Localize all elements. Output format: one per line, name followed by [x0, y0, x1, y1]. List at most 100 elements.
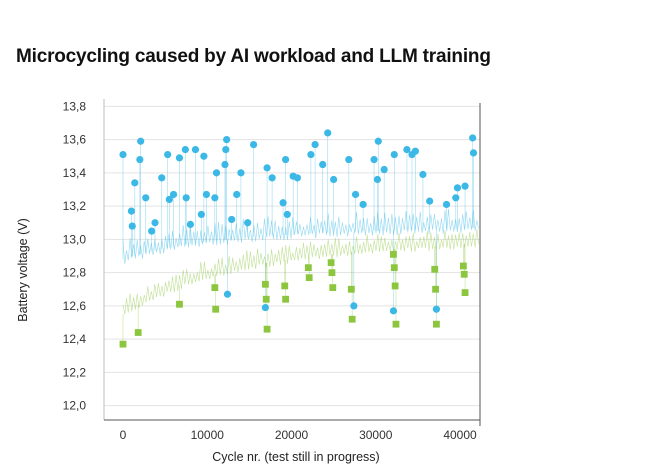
- charge-point: [136, 155, 144, 164]
- charge-point: [345, 155, 353, 164]
- charge-point: [469, 149, 478, 157]
- charge-point: [164, 150, 172, 159]
- charge-point: [411, 147, 419, 155]
- x-tick-label: 30000: [359, 428, 393, 442]
- charge-microcycle-trace: [122, 208, 479, 264]
- discharge-point: [391, 282, 399, 290]
- charge-point: [319, 160, 327, 169]
- charge-point: [191, 145, 200, 154]
- discharge-point: [460, 270, 468, 278]
- charge-point: [131, 179, 139, 187]
- microcycle-traces: [122, 208, 479, 315]
- charge-point: [359, 200, 367, 209]
- charge-point: [119, 150, 127, 159]
- charge-point: [137, 137, 145, 145]
- discharge-point: [261, 280, 269, 288]
- discharge-point: [431, 265, 439, 273]
- charge-point: [351, 190, 360, 199]
- charge-point: [221, 160, 229, 169]
- y-tick-label: 13,4: [63, 166, 87, 180]
- charge-point: [307, 150, 315, 159]
- discharge-point: [329, 284, 337, 292]
- charge-point: [211, 194, 219, 202]
- y-tick-label: 13,0: [63, 232, 87, 246]
- charge-point: [380, 165, 388, 174]
- point-stems: [122, 132, 474, 345]
- charge-point: [244, 219, 252, 227]
- y-axis-label: Battery voltage (V): [16, 218, 30, 322]
- discharge-point: [281, 282, 289, 290]
- charge-point: [212, 169, 221, 177]
- charge-point: [370, 155, 378, 164]
- chart-axes: 12,0 12,2 12,4 12,6 12,8 13,0 13,2 13,4 13,6 13,8…: [63, 99, 481, 442]
- x-tick-label: 10000: [191, 428, 225, 442]
- charge-point: [261, 303, 269, 312]
- chart-grid: [104, 105, 480, 407]
- charge-point: [182, 194, 190, 202]
- discharge-microcycle-trace: [122, 229, 479, 315]
- x-tick-label: 40000: [443, 428, 477, 442]
- charge-point: [279, 199, 287, 207]
- charge-point: [128, 222, 136, 230]
- y-tick-label: 12,6: [63, 299, 87, 313]
- charge-point: [419, 170, 427, 179]
- y-tick-label: 12,2: [63, 365, 87, 379]
- y-tick-label: 13,6: [63, 133, 87, 147]
- discharge-point: [390, 264, 398, 272]
- x-tick-label: 0: [120, 428, 127, 442]
- y-tick-label: 12,4: [63, 332, 87, 346]
- charge-point: [197, 210, 205, 219]
- chart-title: Microcycling caused by AI workload and L…: [16, 46, 491, 67]
- discharge-point: [392, 320, 400, 328]
- discharge-point: [432, 285, 439, 293]
- discharge-point: [212, 305, 220, 313]
- charge-point: [237, 169, 245, 177]
- charge-point: [181, 145, 189, 154]
- charge-point: [263, 164, 271, 172]
- charge-point: [311, 140, 319, 149]
- charge-point: [461, 182, 469, 190]
- x-axis-label: Cycle nr. (test still in progress): [212, 450, 379, 464]
- charge-point: [390, 150, 398, 159]
- discharge-point: [390, 250, 397, 258]
- charge-point: [200, 152, 208, 160]
- charge-point: [222, 145, 230, 154]
- discharge-point: [347, 285, 355, 293]
- discharge-point: [304, 264, 312, 272]
- charge-point: [223, 135, 231, 144]
- charge-point: [233, 190, 241, 199]
- charge-point: [169, 190, 178, 199]
- charge-point: [432, 305, 441, 313]
- discharge-point: [305, 274, 313, 282]
- discharge-point: [262, 295, 270, 303]
- charge-point: [469, 134, 477, 142]
- charge-point: [373, 175, 382, 184]
- charge-point: [268, 174, 276, 182]
- discharge-point: [459, 262, 467, 270]
- charge-point: [293, 174, 301, 182]
- charge-point: [350, 302, 358, 310]
- charge-point: [158, 174, 166, 182]
- charge-point: [228, 215, 236, 224]
- discharge-point: [461, 289, 469, 296]
- charge-point: [282, 155, 290, 164]
- charge-point: [186, 220, 194, 229]
- charge-point: [442, 200, 451, 209]
- charge-point: [142, 194, 150, 202]
- charge-point: [283, 210, 291, 219]
- charge-point: [202, 190, 211, 199]
- charge-point: [452, 194, 460, 202]
- charge-point: [175, 154, 184, 162]
- charge-point: [127, 207, 136, 215]
- data-points: [119, 129, 478, 348]
- discharge-point: [176, 300, 183, 308]
- discharge-point: [119, 340, 127, 348]
- charge-point: [148, 227, 156, 235]
- discharge-point: [211, 284, 219, 292]
- y-tick-label: 12,8: [63, 266, 87, 280]
- charge-point: [249, 140, 258, 149]
- y-tick-label: 13,8: [63, 99, 87, 113]
- charge-point: [223, 290, 232, 298]
- discharge-point: [433, 320, 440, 328]
